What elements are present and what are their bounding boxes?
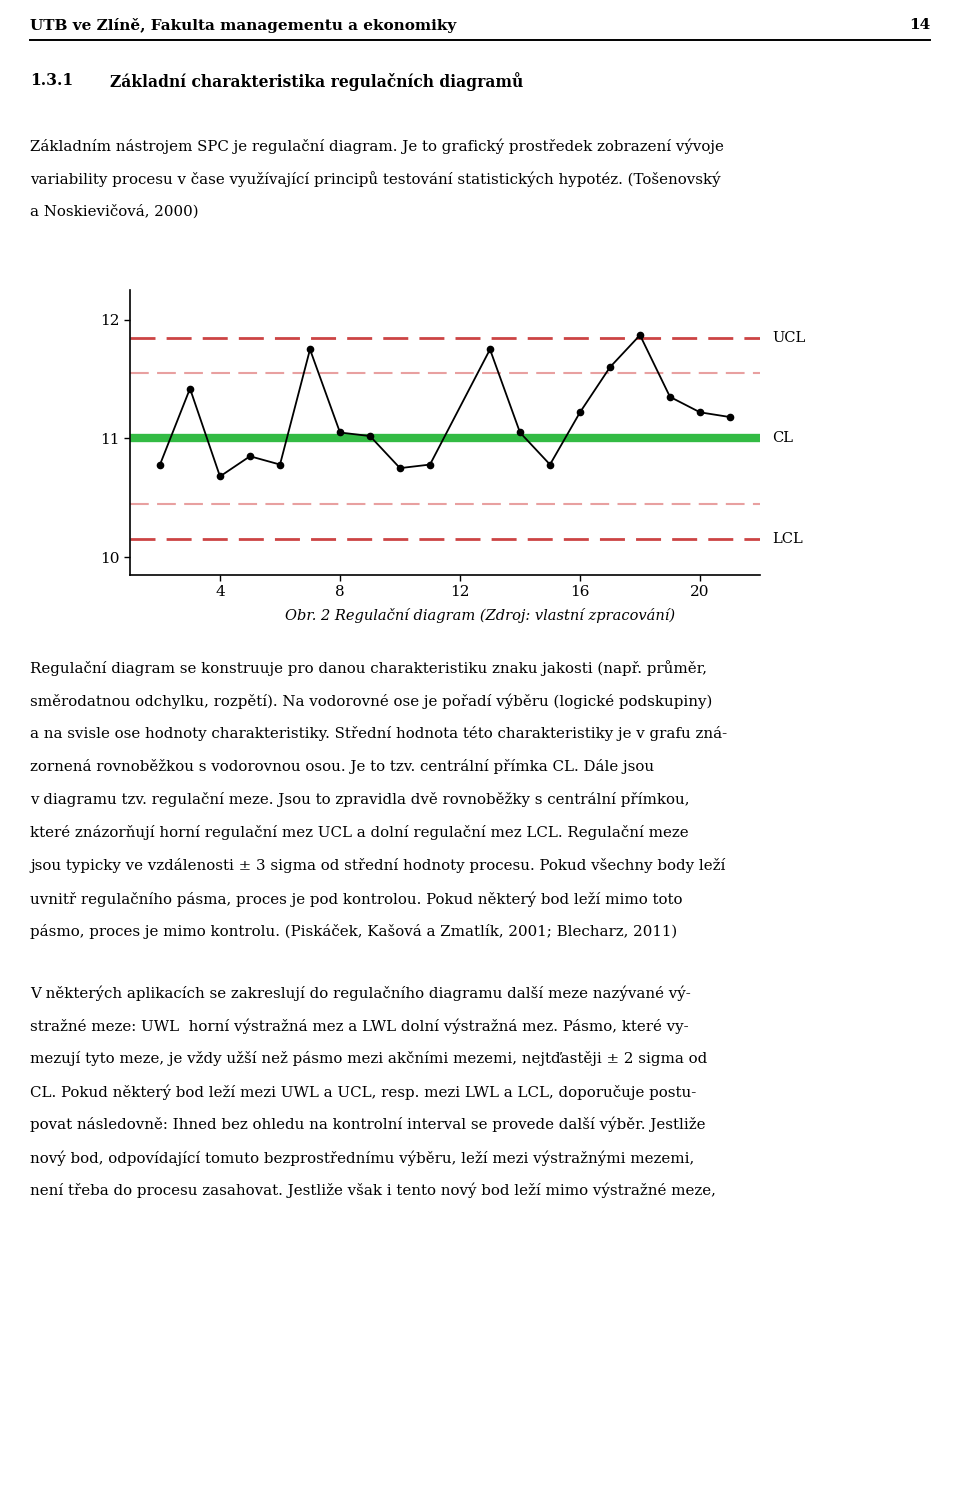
Text: a na svisle ose hodnoty charakteristiky. Střední hodnota této charakteristiky je: a na svisle ose hodnoty charakteristiky.… xyxy=(30,726,727,741)
Text: Obr. 2 Regulační diagram (Zdroj: vlastní zpracování): Obr. 2 Regulační diagram (Zdroj: vlastní… xyxy=(285,608,675,623)
Text: které znázorňují horní regulační mez UCL a dolní regulační mez LCL. Regulační me: které znázorňují horní regulační mez UCL… xyxy=(30,825,688,840)
Text: 14: 14 xyxy=(909,18,930,32)
Text: pásmo, proces je mimo kontrolu. (Piskáček, Kašová a Zmatlík, 2001; Blecharz, 201: pásmo, proces je mimo kontrolu. (Piskáče… xyxy=(30,925,677,940)
Text: V některých aplikacích se zakreslují do regulačního diagramu další meze nazývané: V některých aplikacích se zakreslují do … xyxy=(30,985,691,1000)
Text: nový bod, odpovídající tomuto bezprostřednímu výběru, leží mezi výstražnými meze: nový bod, odpovídající tomuto bezprostře… xyxy=(30,1151,694,1166)
Text: UCL: UCL xyxy=(772,330,805,345)
Text: UTB ve Zlíně, Fakulta managementu a ekonomiky: UTB ve Zlíně, Fakulta managementu a ekon… xyxy=(30,18,456,33)
Text: směrodatnou odchylku, rozpětí). Na vodorovné ose je pořadí výběru (logické podsk: směrodatnou odchylku, rozpětí). Na vodor… xyxy=(30,693,712,708)
Text: zornená rovnoběžkou s vodorovnou osou. Je to tzv. centrální přímka CL. Dále jsou: zornená rovnoběžkou s vodorovnou osou. J… xyxy=(30,759,654,774)
Text: a Noskievičová, 2000): a Noskievičová, 2000) xyxy=(30,203,199,218)
Text: Základním nástrojem SPC je regulační diagram. Je to grafický prostředek zobrazen: Základním nástrojem SPC je regulační dia… xyxy=(30,139,724,154)
Text: Regulační diagram se konstruuje pro danou charakteristiku znaku jakosti (např. p: Regulační diagram se konstruuje pro dano… xyxy=(30,660,707,676)
Text: stražné meze: UWL  horní výstražná mez a LWL dolní výstražná mez. Pásmo, které v: stražné meze: UWL horní výstražná mez a … xyxy=(30,1018,688,1033)
Text: Základní charakteristika regulačních diagramů: Základní charakteristika regulačních dia… xyxy=(110,72,523,90)
Text: LCL: LCL xyxy=(772,533,803,547)
Text: v diagramu tzv. regulační meze. Jsou to zpravidla dvě rovnoběžky s centrální pří: v diagramu tzv. regulační meze. Jsou to … xyxy=(30,792,689,807)
Text: mezují tyto meze, je vždy užší než pásmo mezi akčními mezemi, nejtďastěji ± 2 si: mezují tyto meze, je vždy užší než pásmo… xyxy=(30,1051,708,1066)
Text: jsou typicky ve vzdálenosti ± 3 sigma od střední hodnoty procesu. Pokud všechny : jsou typicky ve vzdálenosti ± 3 sigma od… xyxy=(30,858,726,873)
Text: povat následovně: Ihned bez ohledu na kontrolní interval se provede další výběr.: povat následovně: Ihned bez ohledu na ko… xyxy=(30,1117,706,1133)
Text: není třeba do procesu zasahovat. Jestliže však i tento nový bod leží mimo výstra: není třeba do procesu zasahovat. Jestliž… xyxy=(30,1184,716,1199)
Text: 1.3.1: 1.3.1 xyxy=(30,72,73,89)
Text: variability procesu v čase využívající principů testování statistických hypotéz.: variability procesu v čase využívající p… xyxy=(30,172,721,187)
Text: CL: CL xyxy=(772,431,793,446)
Text: CL. Pokud některý bod leží mezi UWL a UCL, resp. mezi LWL a LCL, doporučuje post: CL. Pokud některý bod leží mezi UWL a UC… xyxy=(30,1084,696,1099)
Text: uvnitř regulačního pásma, proces je pod kontrolou. Pokud některý bod leží mimo t: uvnitř regulačního pásma, proces je pod … xyxy=(30,892,683,907)
